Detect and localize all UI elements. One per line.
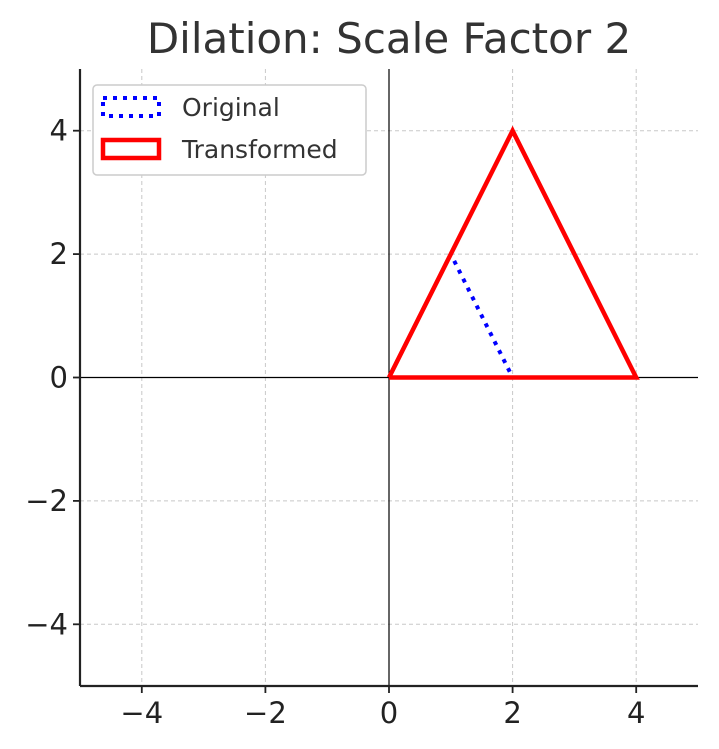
legend: Original Transformed (92, 84, 367, 176)
series-transformed-line (386, 125, 640, 380)
legend-label-transformed: Transformed (181, 135, 338, 164)
x-tick-label: 4 (627, 696, 645, 730)
y-tick-label: −2 (25, 484, 68, 518)
legend-label-original: Original (182, 93, 280, 122)
x-tick-label: −2 (244, 696, 287, 730)
legend-swatch-transformed (100, 137, 162, 161)
tick-labels: −4 −2 0 2 4 −4 −2 0 2 4 (25, 114, 645, 730)
y-tick-label: 2 (50, 237, 68, 271)
x-tick-label: 2 (503, 696, 521, 730)
y-tick-label: 0 (50, 361, 68, 395)
y-tick-label: −4 (25, 607, 68, 641)
series-layer (386, 125, 640, 380)
x-tick-label: 0 (380, 696, 398, 730)
chart-title: Dilation: Scale Factor 2 (147, 14, 631, 63)
legend-swatch-original (101, 96, 161, 118)
y-tick-label: 4 (50, 114, 68, 148)
x-tick-label: −4 (120, 696, 163, 730)
